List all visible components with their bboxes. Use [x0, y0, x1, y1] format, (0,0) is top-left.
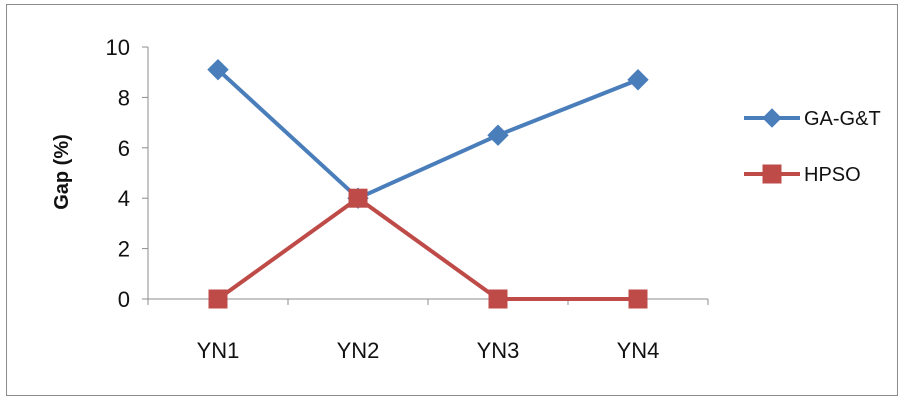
- series-1: [208, 188, 648, 309]
- legend: GA-G&T HPSO: [744, 108, 881, 186]
- x-tick-label-yn3: YN3: [477, 338, 520, 363]
- legend-marker: [762, 108, 782, 128]
- data-point: [208, 289, 228, 309]
- y-tick-label: 2: [118, 237, 130, 262]
- y-tick-label: 10: [106, 35, 130, 60]
- x-tick-labels: YN1 YN2 YN3 YN4: [197, 338, 660, 363]
- series-0: [207, 58, 649, 209]
- y-tick-label: 4: [118, 186, 130, 211]
- legend-item: GA-G&T: [744, 108, 881, 130]
- legend-item: HPSO: [744, 164, 861, 186]
- x-tick-label-yn2: YN2: [337, 338, 380, 363]
- data-point: [207, 58, 229, 81]
- y-axis-label: Gap (%): [51, 134, 73, 210]
- legend-marker: [762, 164, 782, 184]
- data-point: [627, 69, 649, 91]
- data-point: [487, 124, 509, 146]
- data-point: [348, 188, 368, 208]
- chart-frame: [6, 4, 898, 396]
- series-line: [216, 196, 638, 301]
- legend-label: GA-G&T: [804, 108, 881, 130]
- x-tick-label-yn4: YN4: [617, 338, 660, 363]
- y-tick-label: 0: [118, 287, 130, 312]
- y-tick-label: 6: [118, 136, 130, 161]
- y-tick-labels: 0 2 4 6 8 10: [106, 35, 130, 312]
- legend-label: HPSO: [804, 164, 861, 186]
- series-group: [207, 58, 649, 309]
- data-point: [628, 289, 648, 309]
- series-line: [216, 68, 639, 201]
- data-point: [488, 289, 508, 309]
- y-tick-label: 8: [118, 85, 130, 110]
- x-tick-label-yn1: YN1: [197, 338, 240, 363]
